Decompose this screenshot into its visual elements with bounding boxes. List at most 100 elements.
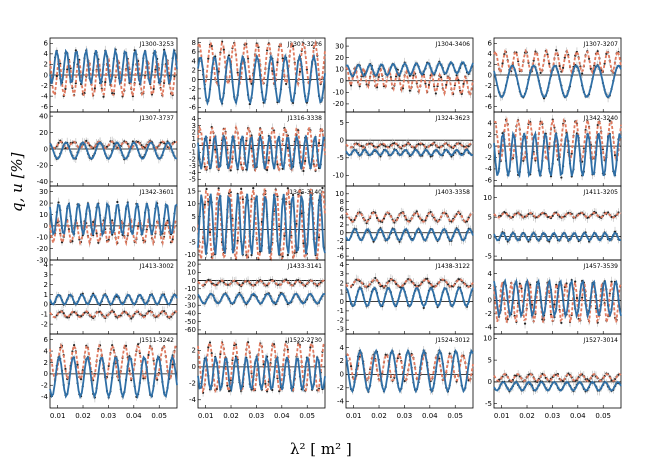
y-tick-label: 2 bbox=[44, 359, 48, 367]
q-data-point bbox=[530, 303, 534, 306]
panel-source-label: J1511-3242 bbox=[139, 337, 175, 344]
y-tick-label: 4 bbox=[44, 261, 49, 269]
q-data-point bbox=[417, 142, 420, 146]
x-tick-label: 0.04 bbox=[126, 412, 142, 420]
q-data-point bbox=[374, 211, 377, 214]
q-data-point bbox=[126, 142, 129, 146]
panel-frame bbox=[49, 333, 178, 409]
y-tick-label: 4 bbox=[44, 50, 49, 58]
y-tick-label: -20 bbox=[37, 162, 48, 170]
q-data-point bbox=[97, 241, 100, 244]
y-tick-label: 10 bbox=[187, 200, 196, 208]
u-model-curve bbox=[345, 227, 474, 242]
y-tick-label: 4 bbox=[488, 50, 493, 58]
q-data-point bbox=[555, 211, 558, 214]
q-data-point bbox=[558, 64, 561, 68]
y-tick-label: 6 bbox=[44, 336, 49, 344]
q-data-point bbox=[152, 87, 155, 90]
y-tick-label: 40 bbox=[39, 112, 48, 120]
q-data-point bbox=[62, 312, 65, 315]
q-data-point bbox=[248, 77, 251, 81]
q-data-point bbox=[375, 216, 379, 220]
panel-J1301-3226: -6 -4-202 468 J1301-3226 bbox=[189, 37, 326, 113]
y-tick-label: 0 bbox=[44, 222, 48, 230]
q-data-point bbox=[596, 123, 599, 127]
u-model-curve bbox=[493, 130, 622, 179]
q-data-point bbox=[412, 74, 415, 77]
y-tick-label: 4 bbox=[340, 261, 345, 269]
q-data-point bbox=[445, 83, 448, 86]
panel-J1304-3406: -20 -10 0 10 20 30 J1304-3406 bbox=[333, 37, 474, 113]
u-model-curve bbox=[197, 193, 326, 255]
q-data-point bbox=[214, 148, 217, 151]
q-data-point bbox=[66, 68, 69, 71]
q-data-point bbox=[88, 144, 91, 147]
y-tick-label: 5 bbox=[340, 119, 344, 127]
panel-source-label: J1307-3207 bbox=[583, 41, 619, 48]
y-tick-label: -2 bbox=[189, 155, 196, 163]
q-data-point bbox=[439, 76, 443, 79]
q-data-point bbox=[608, 119, 611, 122]
q-model-curve bbox=[493, 48, 622, 76]
u-model-curve bbox=[49, 47, 178, 87]
q-data-point bbox=[603, 62, 606, 65]
y-tick-label: 1 bbox=[192, 135, 196, 143]
u-data-point bbox=[422, 306, 425, 310]
q-data-point bbox=[417, 215, 420, 218]
y-tick-label: 10 bbox=[483, 194, 492, 202]
u-data-point bbox=[560, 176, 563, 179]
q-model-curve bbox=[345, 142, 474, 149]
q-data-point bbox=[302, 242, 305, 245]
y-tick-label: -4 bbox=[485, 92, 493, 100]
q-data-point bbox=[403, 282, 406, 285]
q-data-point bbox=[539, 71, 542, 74]
q-data-point bbox=[561, 66, 565, 69]
y-tick-label: 2 bbox=[340, 221, 344, 229]
y-tick-label: 5 bbox=[488, 213, 492, 221]
x-tick-label: 0.05 bbox=[151, 412, 167, 420]
q-data-point bbox=[610, 215, 613, 219]
q-data-point bbox=[210, 44, 213, 48]
q-data-point bbox=[276, 163, 279, 166]
y-tick-label: -4 bbox=[485, 165, 493, 173]
q-data-point bbox=[388, 280, 391, 283]
y-tick-label: 4 bbox=[192, 57, 197, 65]
q-data-point bbox=[64, 87, 67, 91]
y-tick-label: -30 bbox=[185, 302, 196, 310]
y-tick-label: -4 bbox=[189, 94, 197, 102]
u-data-point bbox=[291, 193, 295, 197]
q-data-point bbox=[381, 284, 384, 288]
q-data-point bbox=[408, 89, 412, 92]
q-data-point bbox=[285, 82, 288, 86]
y-tick-label: -50 bbox=[185, 318, 196, 326]
y-tick-label: 0 bbox=[192, 226, 196, 234]
y-tick-label: 20 bbox=[39, 199, 48, 207]
y-tick-label: 3 bbox=[44, 271, 48, 279]
q-data-point bbox=[426, 277, 429, 280]
y-tick-label: -5 bbox=[337, 154, 344, 162]
y-tick-label: 30 bbox=[335, 42, 344, 50]
y-tick-label: 8 bbox=[192, 39, 196, 47]
u-model-curve bbox=[345, 286, 474, 308]
q-data-point bbox=[551, 214, 554, 217]
q-data-point bbox=[429, 210, 432, 214]
y-tick-label: -2 bbox=[41, 320, 48, 328]
y-tick-label: 1 bbox=[44, 291, 48, 299]
q-data-point bbox=[317, 236, 321, 239]
q-data-point bbox=[208, 231, 212, 234]
y-tick-label: -30 bbox=[37, 256, 48, 264]
q-data-point bbox=[594, 211, 598, 214]
q-data-point bbox=[207, 278, 210, 282]
q-data-point bbox=[321, 186, 324, 190]
q-data-point bbox=[137, 343, 140, 346]
q-data-point bbox=[501, 62, 504, 65]
q-data-point bbox=[518, 282, 521, 285]
q-data-point bbox=[104, 81, 107, 84]
y-tick-label: -4 bbox=[337, 245, 345, 253]
y-tick-label: 10 bbox=[335, 190, 344, 198]
panel-source-label: J1301-3226 bbox=[287, 41, 323, 48]
y-tick-label: -5 bbox=[189, 238, 196, 246]
y-tick-label: 2 bbox=[488, 61, 492, 69]
